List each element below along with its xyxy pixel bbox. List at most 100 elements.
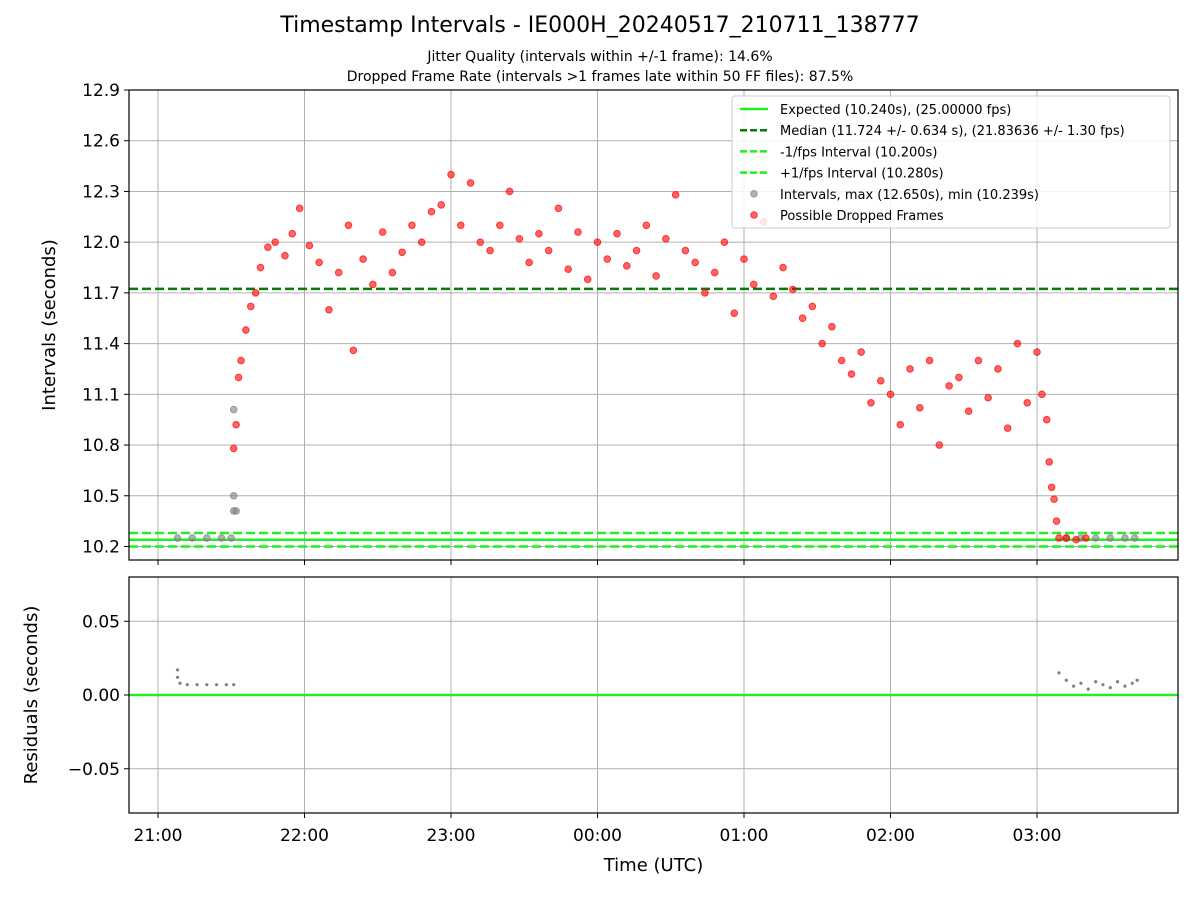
residual-point-8 xyxy=(232,683,236,687)
top-point-s1-57 xyxy=(730,309,739,317)
residual-point-19 xyxy=(1130,681,1134,685)
top-point-s1-65 xyxy=(808,302,817,311)
residual-point-6 xyxy=(215,683,219,687)
residual-point-4 xyxy=(195,683,199,687)
top-point-s1-53 xyxy=(691,258,699,267)
xlabel: Time (UTC) xyxy=(603,855,704,876)
top-point-s1-72 xyxy=(876,376,885,385)
top-point-s1-88 xyxy=(1033,348,1041,356)
legend-label-1: Median (11.724 +/- 0.634 s), (21.83636 +… xyxy=(780,124,1125,139)
top-point-s1-43 xyxy=(593,238,602,246)
top-point-s1-25 xyxy=(417,238,426,246)
top-point-s1-36 xyxy=(525,258,533,267)
top-point-s1-10 xyxy=(281,251,289,260)
top-point-s1-17 xyxy=(344,221,353,230)
residual-point-16 xyxy=(1108,686,1112,690)
top-point-s1-20 xyxy=(369,280,377,289)
top-point-s1-40 xyxy=(564,265,573,274)
top-point-s1-93 xyxy=(1050,495,1058,503)
top-point-s1-27 xyxy=(437,201,446,209)
top-point-s1-50 xyxy=(662,234,670,243)
residual-point-12 xyxy=(1079,681,1083,685)
residual-point-5 xyxy=(205,683,209,687)
top-point-s1-90 xyxy=(1042,415,1051,424)
top-point-s0-11 xyxy=(1091,534,1100,542)
top-point-s1-6 xyxy=(251,289,260,297)
legend-label-5: Possible Dropped Frames xyxy=(780,209,944,224)
top-point-s1-38 xyxy=(544,246,553,255)
top-point-s1-98 xyxy=(1082,534,1090,542)
legend-point-marker-4 xyxy=(750,190,758,198)
top-point-s1-52 xyxy=(681,246,690,255)
xtick-label-1: 22:00 xyxy=(280,826,329,846)
top-ytick-label-0: 10.2 xyxy=(82,537,120,557)
xtick-label-0: 21:00 xyxy=(134,826,183,846)
top-point-s1-44 xyxy=(603,255,612,263)
top-point-s1-82 xyxy=(974,356,983,365)
residual-point-10 xyxy=(1064,678,1068,682)
top-point-s1-15 xyxy=(325,305,333,314)
top-point-s0-3 xyxy=(217,534,226,542)
top-point-s1-16 xyxy=(334,268,343,277)
top-point-s1-35 xyxy=(515,234,524,243)
legend-label-4: Intervals, max (12.650s), min (10.239s) xyxy=(780,188,1039,203)
top-point-s1-47 xyxy=(632,246,641,255)
top-ytick-label-8: 12.6 xyxy=(82,132,120,152)
top-point-s1-80 xyxy=(955,373,963,382)
residual-point-0 xyxy=(175,668,180,672)
top-point-s1-64 xyxy=(798,314,807,323)
xtick-label-3: 00:00 xyxy=(573,826,622,846)
legend-label-3: +1/fps Interval (10.280s) xyxy=(780,167,944,182)
top-ytick-label-9: 12.9 xyxy=(82,81,120,101)
xtick-label-4: 01:00 xyxy=(720,826,769,846)
top-point-s1-69 xyxy=(847,370,856,378)
top-point-s1-63 xyxy=(789,285,797,294)
top-point-s1-73 xyxy=(886,390,895,399)
residual-point-1 xyxy=(175,675,180,679)
top-point-s1-96 xyxy=(1062,534,1071,542)
top-point-s1-54 xyxy=(701,289,709,297)
top-point-s1-75 xyxy=(906,365,914,373)
residual-point-15 xyxy=(1101,683,1105,687)
top-point-s1-92 xyxy=(1047,483,1056,492)
top-point-s0-13 xyxy=(1121,534,1129,542)
top-point-s1-7 xyxy=(256,263,265,272)
top-ytick-label-4: 11.4 xyxy=(82,335,120,355)
chart-title: Timestamp Intervals - IE000H_20240517_21… xyxy=(280,13,920,38)
top-point-s1-13 xyxy=(305,241,314,250)
residual-point-3 xyxy=(185,683,189,687)
top-point-s1-56 xyxy=(720,238,729,246)
top-ytick-label-7: 12.3 xyxy=(82,182,120,202)
top-point-s1-19 xyxy=(359,255,367,263)
top-point-s1-49 xyxy=(652,272,660,280)
jitter-quality-subtitle: Jitter Quality (intervals within +/-1 fr… xyxy=(427,49,773,65)
top-point-s0-0 xyxy=(173,534,182,542)
top-point-s1-83 xyxy=(984,393,992,402)
top-point-s1-33 xyxy=(496,221,504,230)
top-point-s1-61 xyxy=(769,292,778,301)
top-point-s1-62 xyxy=(779,263,787,272)
top-point-s1-9 xyxy=(271,238,280,246)
top-point-s1-30 xyxy=(466,179,475,187)
top-point-s0-7 xyxy=(229,491,238,500)
residual-point-14 xyxy=(1094,680,1098,684)
top-point-s1-4 xyxy=(242,326,250,334)
top-point-s1-8 xyxy=(264,243,272,252)
top-point-s1-42 xyxy=(583,275,592,284)
top-point-s1-2 xyxy=(234,373,243,382)
top-axes-frame xyxy=(128,89,1179,561)
xtick-label-5: 02:00 xyxy=(866,826,915,846)
top-point-s0-6 xyxy=(232,507,240,515)
top-point-s1-11 xyxy=(288,229,297,238)
top-point-s0-12 xyxy=(1106,534,1115,542)
residual-point-2 xyxy=(178,681,182,685)
top-point-s1-85 xyxy=(1003,424,1012,432)
top-point-s0-8 xyxy=(229,405,238,414)
top-point-s1-18 xyxy=(349,346,358,355)
top-point-s1-71 xyxy=(867,398,875,407)
top-point-s1-41 xyxy=(574,228,582,236)
top-point-s1-12 xyxy=(295,204,304,213)
top-point-s1-68 xyxy=(837,356,846,365)
top-point-s1-86 xyxy=(1013,339,1022,348)
